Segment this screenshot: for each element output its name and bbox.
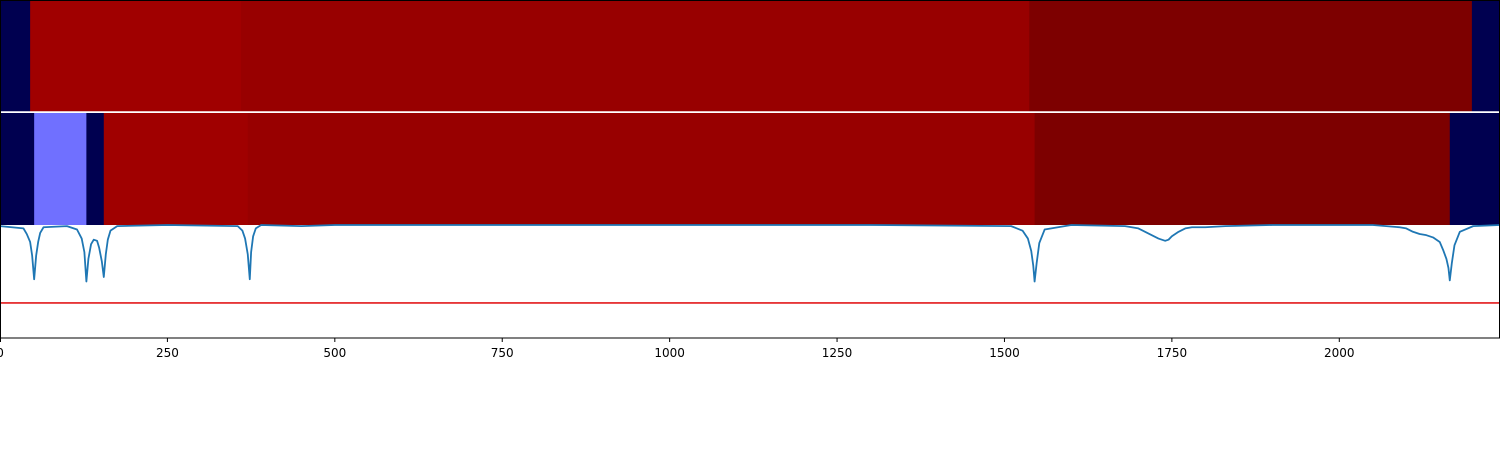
track-1-segment-5 — [1471, 0, 1500, 112]
signal-panel — [0, 224, 1500, 304]
x-tick-label: 500 — [323, 346, 346, 360]
x-tick-label: 2000 — [1324, 346, 1355, 360]
segment-track-middle — [0, 113, 1500, 225]
track-1-segment-4 — [1029, 0, 1473, 112]
x-tick-label: 1750 — [1157, 346, 1188, 360]
track-1-segment-1 — [0, 0, 31, 112]
x-tick-label: 0 — [0, 346, 4, 360]
x-axis: 0 250 500 750 1000 1250 1500 1750 2000 — [0, 338, 1355, 360]
x-tick-label: 1500 — [989, 346, 1020, 360]
x-tick-label: 1250 — [822, 346, 853, 360]
signal-line — [0, 224, 1500, 283]
x-tick-label: 250 — [156, 346, 179, 360]
segment-track-top — [0, 0, 1500, 112]
track-2-segment-7 — [1449, 113, 1500, 225]
track-2-segment-4 — [103, 113, 249, 225]
track-2-segment-3 — [86, 113, 105, 225]
x-tick-label: 750 — [491, 346, 514, 360]
track-2-segment-5 — [247, 113, 1036, 225]
track-2-segment-2 — [34, 113, 87, 225]
track-2-segment-6 — [1034, 113, 1451, 225]
track-2-segment-1 — [0, 113, 35, 225]
track-1-segment-2 — [30, 0, 242, 112]
x-tick-label: 1000 — [654, 346, 685, 360]
track-1-segment-3 — [241, 0, 1030, 112]
